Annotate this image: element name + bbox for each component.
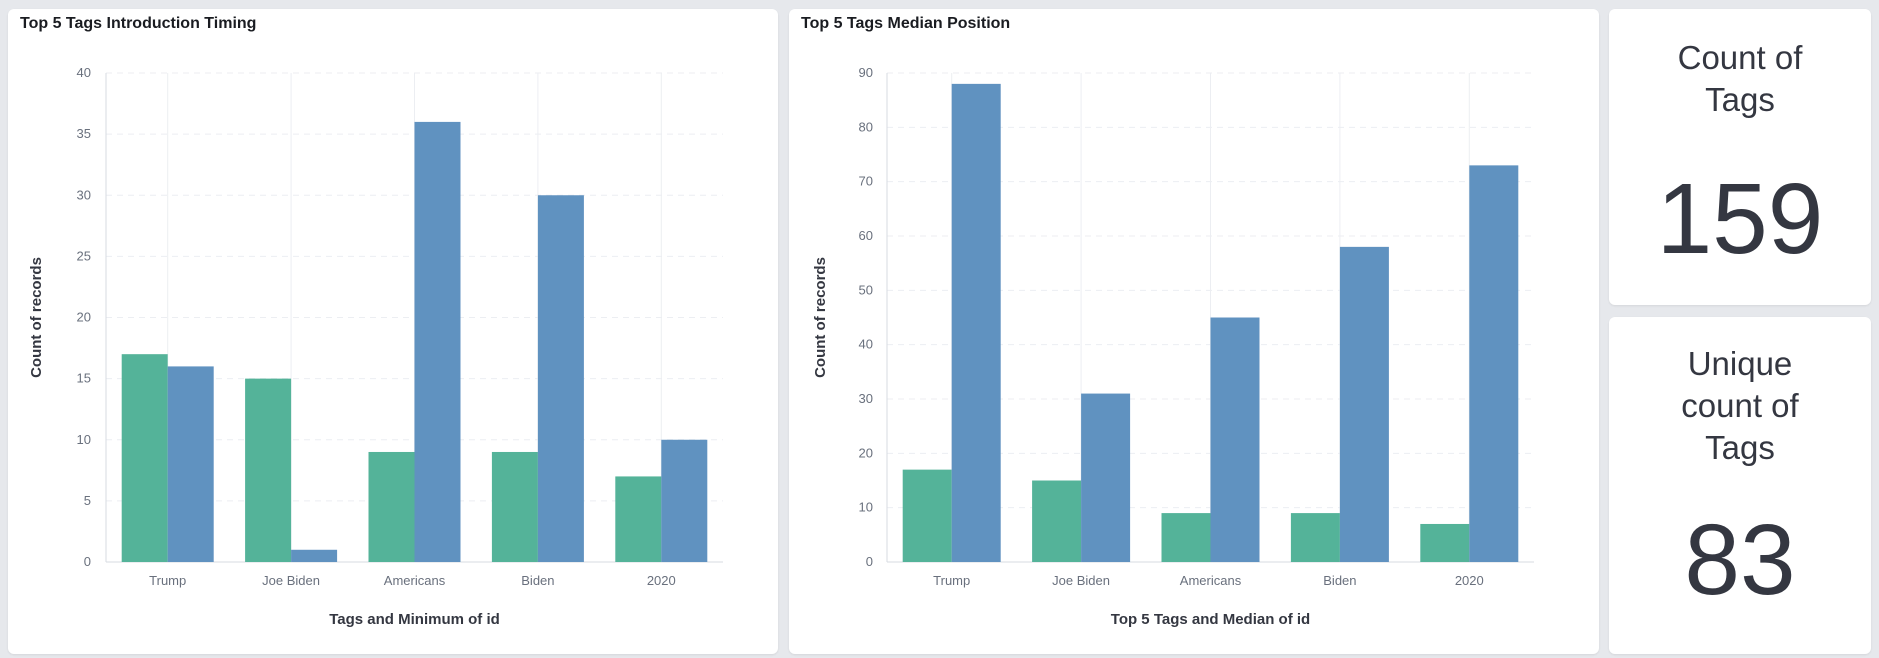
bar [951,83,1001,562]
bar [1290,513,1340,562]
metric-label: Count of Tags [1677,39,1803,119]
bar [491,451,538,562]
bar [414,121,461,563]
y-tick-label: 20 [859,445,873,460]
y-tick-label: 0 [866,554,873,569]
panel-title: Top 5 Tags Introduction Timing [20,15,257,32]
metric-value: 159 [1656,163,1824,275]
bar [1469,165,1519,562]
y-tick-label: 50 [859,282,873,297]
x-tick-label: Americans [1180,573,1242,588]
metric-value: 83 [1684,504,1796,616]
y-axis-title: Count of records [812,257,829,378]
x-axis-title: Top 5 Tags and Median of id [1111,611,1310,628]
y-tick-label: 40 [859,337,873,352]
x-tick-label: Biden [521,573,554,588]
bar [1081,393,1131,562]
y-tick-label: 0 [84,554,91,569]
panel-title: Top 5 Tags Median Position [801,15,1011,32]
bar [1032,480,1082,562]
chart-panel-median-position: Top 5 Tags Median Position 0 10 20 30 40 50 60… [789,9,1599,654]
bar [537,195,584,562]
x-tick-label: 2020 [1455,573,1484,588]
bar [1339,246,1389,562]
y-tick-label: 30 [859,391,873,406]
bar [1210,317,1260,562]
y-tick-label: 10 [77,432,91,447]
y-tick-label: 80 [859,119,873,134]
chart-panel-introduction-timing: Top 5 Tags Introduction Timing 0 5 10 15 20 2… [8,9,778,654]
y-tick-label: 25 [77,248,91,263]
bar [1420,523,1470,562]
bar [245,378,292,562]
bar [1161,513,1211,562]
y-tick-label: 5 [84,493,91,508]
x-tick-label: Joe Biden [1052,573,1110,588]
y-axis-title: Count of records [28,257,45,378]
y-tick-label: 15 [77,371,91,386]
x-tick-label: Biden [1323,573,1356,588]
bar [368,451,415,562]
x-axis-title: Tags and Minimum of id [329,611,500,628]
bar [121,354,168,562]
x-tick-label: Trump [933,573,970,588]
x-tick-label: 2020 [647,573,676,588]
y-tick-label: 90 [859,65,873,80]
y-tick-label: 20 [77,310,91,325]
metric-label: Unique count of Tags [1681,345,1799,467]
y-tick-label: 60 [859,228,873,243]
bar [291,549,338,562]
bar [661,439,708,562]
bar [615,476,662,562]
bar-chart-median-position: 0 10 20 30 40 50 60 70 80 90 Trump Joe Biden America… [812,65,1534,628]
y-tick-label: 40 [77,65,91,80]
y-tick-label: 10 [859,500,873,515]
y-tick-label: 35 [77,126,91,141]
bar-chart-introduction-timing: 0 5 10 15 20 25 30 35 40 Trump Joe Biden Americans B… [28,65,723,628]
x-tick-label: Joe Biden [262,573,320,588]
x-tick-label: Americans [384,573,446,588]
y-tick-label: 30 [77,187,91,202]
metric-panel-count-of-tags: Count of Tags 159 [1609,9,1871,305]
x-tick-label: Trump [149,573,186,588]
bar [167,366,214,562]
y-tick-label: 70 [859,174,873,189]
bar [902,469,952,562]
metric-panel-unique-count-of-tags: Unique count of Tags 83 [1609,317,1871,654]
